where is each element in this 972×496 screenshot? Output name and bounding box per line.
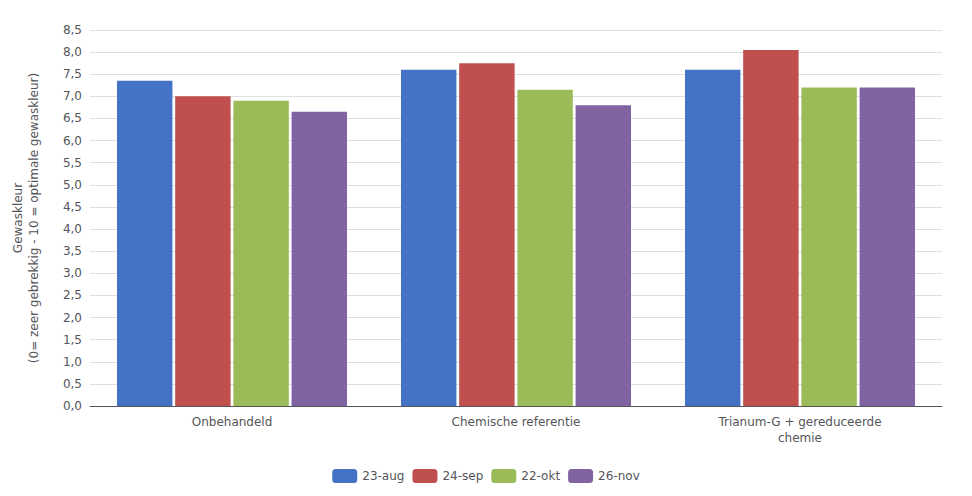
svg-text:2,5: 2,5 [63, 288, 82, 302]
svg-text:0,0: 0,0 [63, 399, 82, 413]
svg-text:Gewaskleur: Gewaskleur [11, 183, 25, 253]
svg-text:26-nov: 26-nov [598, 469, 640, 483]
svg-text:Onbehandeld: Onbehandeld [192, 415, 273, 429]
svg-text:7,5: 7,5 [63, 67, 82, 81]
svg-text:Chemische referentie: Chemische referentie [452, 415, 581, 429]
svg-text:8,0: 8,0 [63, 45, 82, 59]
svg-text:7,0: 7,0 [63, 89, 82, 103]
svg-text:22-okt: 22-okt [521, 469, 560, 483]
svg-text:3,0: 3,0 [63, 266, 82, 280]
svg-text:3,5: 3,5 [63, 244, 82, 258]
svg-text:1,0: 1,0 [63, 355, 82, 369]
svg-text:6,5: 6,5 [63, 111, 82, 125]
svg-text:(0= zeer gebrekkig - 10 = opti: (0= zeer gebrekkig - 10 = optimale gewas… [27, 73, 41, 363]
svg-text:2,0: 2,0 [63, 311, 82, 325]
svg-text:5,0: 5,0 [63, 178, 82, 192]
svg-text:5,5: 5,5 [63, 156, 82, 170]
svg-text:4,0: 4,0 [63, 222, 82, 236]
svg-text:Trianum-G + gereduceerde: Trianum-G + gereduceerde [717, 415, 881, 429]
svg-text:6,0: 6,0 [63, 134, 82, 148]
svg-text:4,5: 4,5 [63, 200, 82, 214]
svg-text:0,5: 0,5 [63, 377, 82, 391]
svg-text:1,5: 1,5 [63, 333, 82, 347]
svg-text:8,5: 8,5 [63, 23, 82, 37]
svg-text:chemie: chemie [778, 431, 822, 445]
svg-text:23-aug: 23-aug [362, 469, 404, 483]
svg-text:24-sep: 24-sep [442, 469, 483, 483]
